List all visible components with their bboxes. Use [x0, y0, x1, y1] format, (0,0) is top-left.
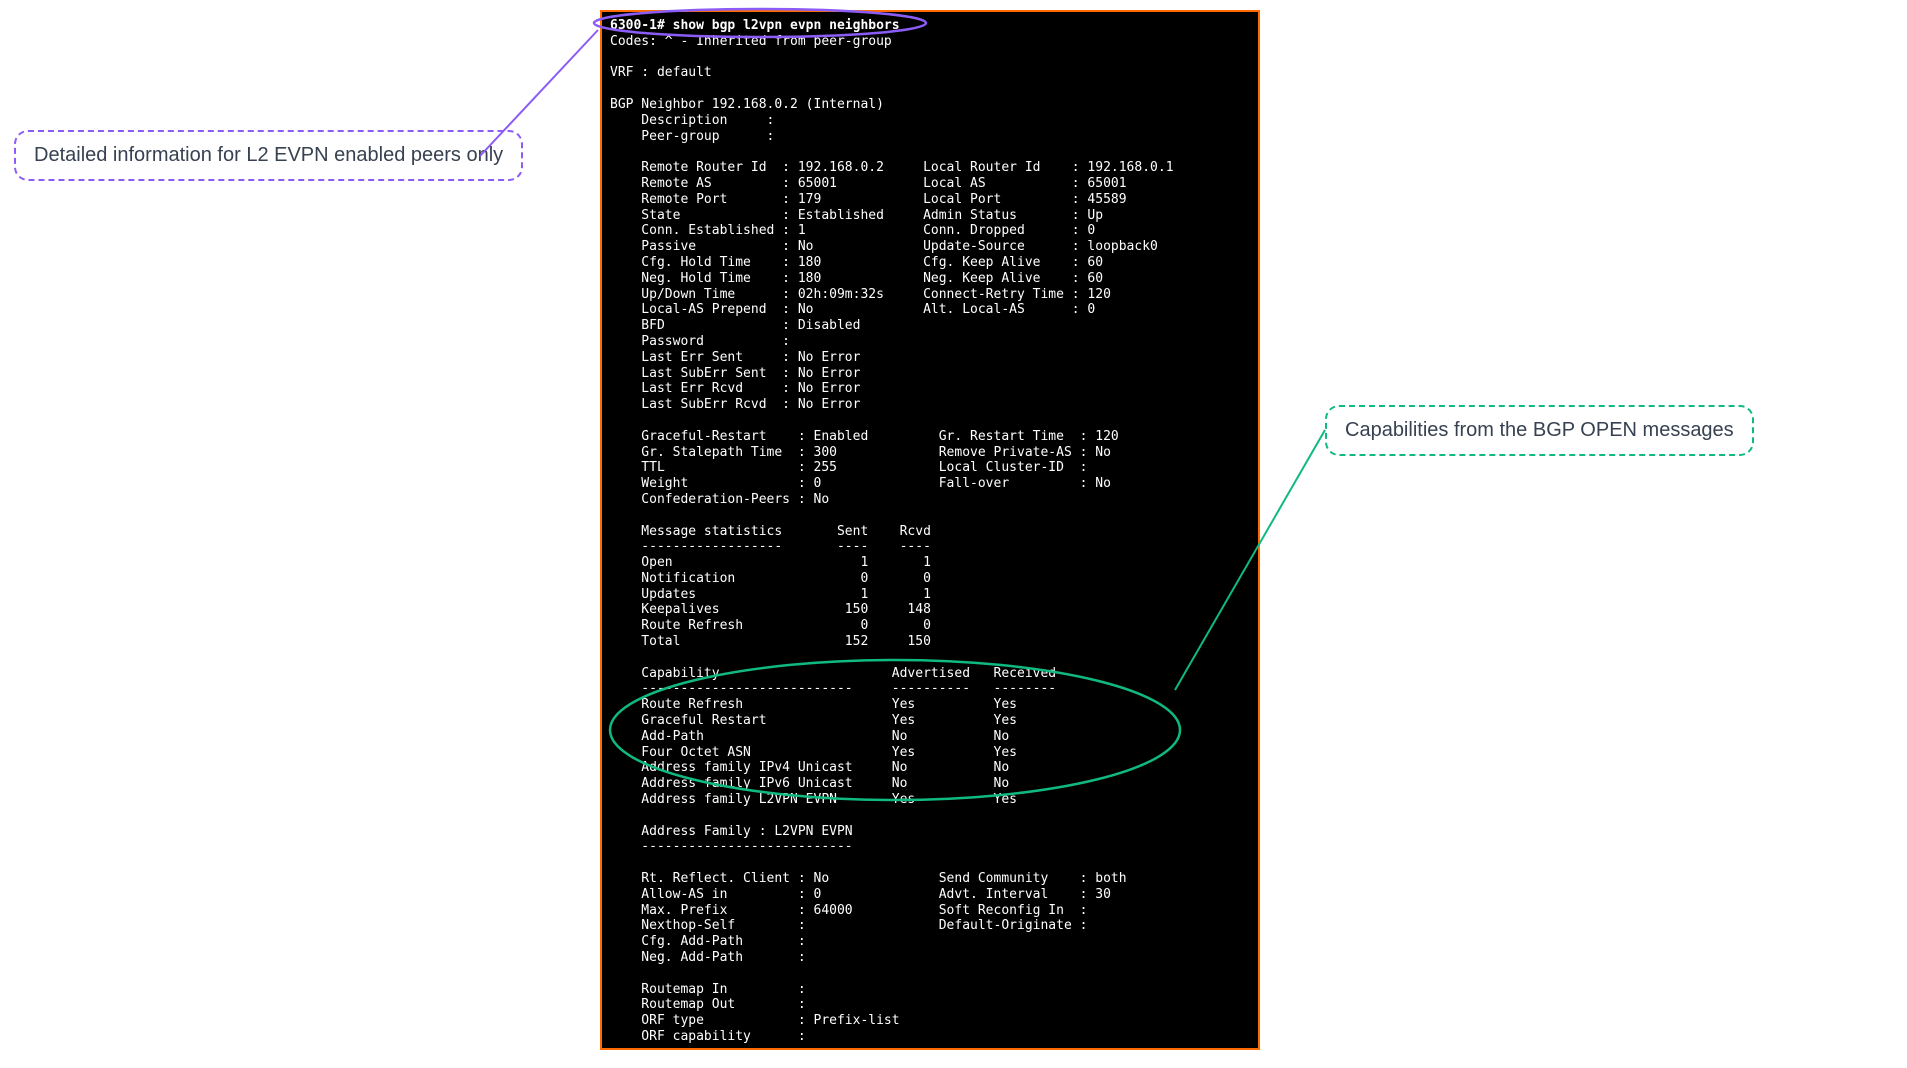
callout-right-text: Capabilities from the BGP OPEN messages — [1345, 419, 1734, 441]
terminal-window: 6300-1# show bgp l2vpn evpn neighbors Co… — [600, 10, 1260, 1050]
callout-right: Capabilities from the BGP OPEN messages — [1325, 405, 1754, 456]
callout-left-text: Detailed information for L2 EVPN enabled… — [34, 144, 503, 166]
callout-left: Detailed information for L2 EVPN enabled… — [14, 130, 523, 181]
